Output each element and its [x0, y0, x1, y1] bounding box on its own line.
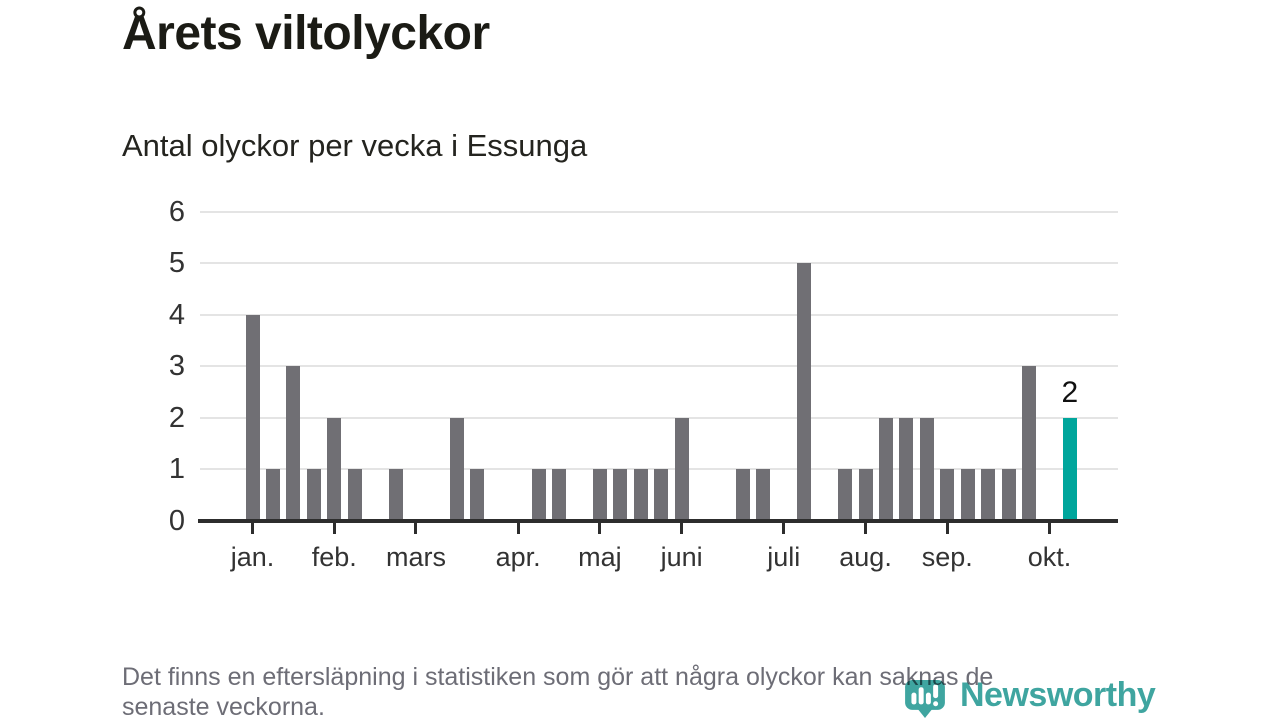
x-tick: [1047, 523, 1051, 534]
bar: [245, 314, 260, 521]
bar: [613, 469, 628, 521]
x-tick: [414, 523, 418, 534]
x-axis-label: mars: [385, 542, 446, 572]
bar: [756, 469, 771, 521]
gridline: [200, 210, 1118, 213]
x-tick: [251, 523, 254, 534]
newsworthy-logo: Newsworthy: [905, 676, 1156, 720]
x-tick: [864, 523, 868, 534]
x-tick: [945, 523, 949, 534]
y-axis-label: 4: [168, 298, 185, 331]
y-axis-label: 0: [168, 504, 185, 537]
bar-highlighted: [1062, 417, 1077, 521]
bar: [633, 469, 648, 521]
y-axis-label: 1: [168, 453, 185, 486]
x-axis-label: sep.: [921, 542, 973, 572]
bar: [531, 469, 546, 521]
bar: [286, 366, 301, 521]
bar: [878, 417, 893, 521]
bar: [899, 417, 914, 521]
gridline: [200, 416, 1118, 419]
bar: [735, 469, 750, 521]
bar: [1022, 366, 1037, 521]
footer-note-line2: senaste veckorna.: [122, 693, 325, 720]
bar: [449, 417, 464, 521]
bar: [654, 469, 669, 521]
x-tick: [782, 523, 786, 534]
x-axis-label: jan.: [230, 542, 275, 572]
bar: [592, 469, 607, 521]
bar: [1001, 469, 1016, 521]
bar: [797, 263, 812, 521]
y-axis-label: 3: [168, 350, 185, 383]
x-tick: [598, 523, 602, 534]
x-axis-label: apr.: [495, 542, 541, 572]
page-title: Årets viltolyckor: [122, 7, 490, 60]
bar: [960, 469, 975, 521]
chart-subtitle: Antal olyckor per vecka i Essunga: [122, 128, 588, 163]
x-axis-label: feb.: [311, 542, 357, 572]
bar: [552, 469, 567, 521]
x-axis-label: aug.: [839, 542, 892, 572]
bar: [470, 469, 485, 521]
newsworthy-pin-icon: [905, 680, 945, 720]
x-axis-label: maj: [578, 542, 622, 572]
bar: [981, 469, 996, 521]
y-axis-label: 5: [168, 247, 185, 280]
bar: [838, 469, 853, 521]
y-axis-label: 6: [168, 195, 185, 228]
bar-value-label: 2: [1061, 375, 1079, 409]
bar: [388, 469, 403, 521]
y-axis-label: 2: [168, 401, 185, 434]
gridline: [200, 262, 1118, 265]
x-axis-line: [198, 519, 1118, 523]
bar: [940, 469, 955, 521]
x-axis-label: juni: [660, 542, 703, 572]
bar: [858, 469, 873, 521]
x-axis-label: juli: [767, 542, 801, 572]
bar: [265, 469, 280, 521]
x-tick: [680, 523, 684, 534]
bar: [674, 417, 689, 521]
bar: [327, 417, 342, 521]
gridline: [200, 365, 1118, 368]
bar: [919, 417, 934, 521]
bar: [306, 469, 321, 521]
x-tick: [516, 523, 520, 534]
footer-note: Det finns en eftersläpning i statistiken…: [122, 662, 993, 720]
x-axis-label: okt.: [1027, 542, 1072, 572]
gridline: [200, 313, 1118, 316]
x-tick: [332, 523, 336, 534]
bar: [347, 469, 362, 521]
newsworthy-wordmark: Newsworthy: [960, 676, 1156, 714]
footer-note-line1: Det finns en eftersläpning i statistiken…: [122, 663, 994, 691]
